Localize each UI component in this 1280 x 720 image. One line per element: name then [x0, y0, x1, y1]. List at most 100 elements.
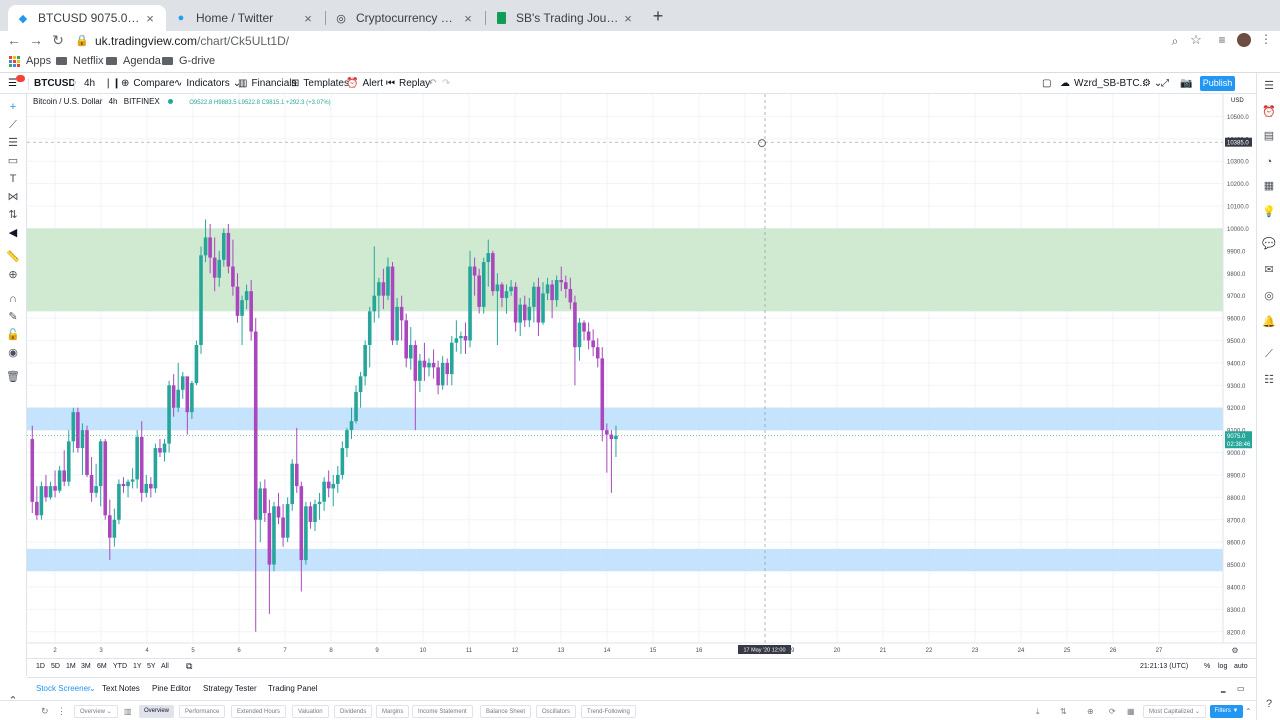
undo-icon[interactable]: ↶: [428, 78, 437, 89]
price-chart[interactable]: USD10500.010400.010300.010200.010100.010…: [27, 94, 1256, 658]
columns-icon[interactable]: ▥: [124, 707, 132, 716]
minimize-panel-icon[interactable]: ‗: [1221, 684, 1226, 693]
sort-select[interactable]: Most Capitalized ⌄: [1143, 705, 1207, 718]
globe-icon[interactable]: ⊕: [1087, 707, 1094, 716]
calendar-icon[interactable]: ▦: [1263, 180, 1275, 192]
utc-clock[interactable]: 21:21:13 (UTC): [1140, 663, 1189, 670]
forward-icon[interactable]: →: [29, 32, 43, 48]
bookmark-g-drive[interactable]: G-drive: [162, 55, 215, 67]
reload-icon[interactable]: ↻: [52, 32, 64, 48]
go-to-date-icon[interactable]: ⧉: [186, 661, 193, 671]
range-5y[interactable]: 5Y: [147, 663, 156, 670]
close-tab-icon[interactable]: ×: [304, 10, 312, 26]
replay-button[interactable]: ⏮ Replay: [386, 78, 430, 89]
filter-tab-extended-hours[interactable]: Extended Hours: [231, 705, 287, 718]
streams-icon[interactable]: ◎: [1264, 290, 1274, 302]
zoom-in-icon[interactable]: ⊕: [8, 269, 18, 281]
reading-list-icon[interactable]: ≡: [1218, 33, 1226, 47]
range-5d[interactable]: 5D: [51, 663, 60, 670]
close-tab-icon[interactable]: ×: [464, 10, 472, 26]
trend-line-icon[interactable]: ⟋: [9, 119, 17, 131]
dom-icon[interactable]: ☷: [1264, 374, 1274, 386]
hamburger-menu-icon[interactable]: ☰: [8, 78, 17, 89]
range-all[interactable]: All: [161, 663, 169, 670]
avatar[interactable]: [1237, 33, 1251, 47]
filter-tab-income-statement[interactable]: Income Statement: [412, 705, 473, 718]
lock-icon[interactable]: 🔓: [6, 329, 20, 341]
order-panel-icon[interactable]: ⟋: [1265, 348, 1273, 360]
interval-button[interactable]: 4h: [84, 78, 96, 89]
arrow-left-icon[interactable]: ◀: [8, 227, 18, 239]
range-1m[interactable]: 1M: [66, 663, 76, 670]
filter-tab-dividends[interactable]: Dividends: [334, 705, 373, 718]
range-ytd[interactable]: YTD: [113, 663, 127, 670]
bookmark-netflix[interactable]: Netflix: [56, 55, 104, 67]
close-tab-icon[interactable]: ×: [146, 10, 154, 26]
magnet-icon[interactable]: ∩: [9, 293, 17, 305]
filter-tab-overview[interactable]: Overview: [139, 705, 175, 718]
filter-tab-balance-sheet[interactable]: Balance Sheet: [480, 705, 532, 718]
pattern-icon[interactable]: ⋈: [7, 191, 19, 203]
settings-gear-icon[interactable]: ⚙: [1142, 78, 1151, 89]
data-window-icon[interactable]: ▤: [1263, 130, 1275, 142]
watchlist-icon[interactable]: ☰: [1264, 80, 1274, 92]
close-tab-icon[interactable]: ×: [624, 10, 632, 26]
filter-tab-performance[interactable]: Performance: [179, 705, 226, 718]
percent-scale-toggle[interactable]: %: [1204, 663, 1211, 670]
browser-tab-3[interactable]: ◎ Cryptocurrency Market Capitali... ×: [326, 5, 484, 31]
calendar-icon[interactable]: ▦: [1127, 707, 1135, 716]
url-field[interactable]: uk.tradingview.com/chart/Ck5ULt1D/: [95, 34, 289, 48]
range-1y[interactable]: 1Y: [133, 663, 142, 670]
bookmark-apps[interactable]: Apps: [9, 55, 51, 67]
layout-name-button[interactable]: ☁ Wzrd_SB-BTC... ⌄: [1060, 78, 1166, 89]
symbol-search-button[interactable]: BTCUSD: [34, 78, 76, 89]
messages-icon[interactable]: ✉: [1264, 264, 1274, 276]
camera-icon[interactable]: 📷: [1180, 78, 1193, 89]
ideas-icon[interactable]: 💡: [1262, 206, 1276, 218]
filters-button[interactable]: Filters ▼: [1210, 705, 1243, 718]
refresh-interval-icon[interactable]: ⟳: [1109, 707, 1116, 716]
view-select[interactable]: Overview ⌄: [74, 705, 118, 718]
lock-icon[interactable]: 🔒: [75, 35, 89, 47]
text-icon[interactable]: T: [9, 173, 17, 185]
notifications-bell-icon[interactable]: 🔔: [1262, 316, 1276, 328]
stay-in-drawing-mode-icon[interactable]: ✎: [8, 311, 18, 323]
hotlists-icon[interactable]: ◔: [1265, 156, 1273, 168]
chevron-down-icon[interactable]: ⌄: [89, 684, 96, 693]
filter-tab-valuation[interactable]: Valuation: [292, 705, 329, 718]
refresh-icon[interactable]: ↻: [41, 706, 49, 716]
auto-scale-toggle[interactable]: auto: [1234, 663, 1248, 670]
trash-icon[interactable]: 🗑: [6, 371, 20, 383]
filter-tab-margins[interactable]: Margins: [376, 705, 410, 718]
alert-button[interactable]: ⏰ Alert: [346, 78, 383, 89]
expand-icon[interactable]: ⌃: [1245, 707, 1252, 716]
tab-trading-panel[interactable]: Trading Panel: [268, 684, 318, 693]
filter-tab-oscillators[interactable]: Oscillators: [536, 705, 577, 718]
tab-stock-screener[interactable]: Stock Screener: [36, 684, 91, 693]
filter-tab-trend-following[interactable]: Trend-Following: [581, 705, 636, 718]
browser-tab-1[interactable]: ◆ BTCUSD 9075.0 ▼ −4.49% W... ×: [8, 5, 166, 31]
back-icon[interactable]: ←: [7, 32, 21, 48]
candles-style-icon[interactable]: ❘❙: [104, 78, 121, 89]
chats-icon[interactable]: 💬: [1262, 238, 1276, 250]
new-tab-button[interactable]: +: [652, 6, 664, 26]
range-6m[interactable]: 6M: [97, 663, 107, 670]
fullscreen-icon[interactable]: ⤢: [1161, 78, 1169, 89]
tab-strategy-tester[interactable]: Strategy Tester: [203, 684, 257, 693]
maximize-panel-icon[interactable]: ▭: [1237, 684, 1245, 693]
tab-pine-editor[interactable]: Pine Editor: [152, 684, 192, 693]
compare-button[interactable]: ⊕ Compare: [121, 78, 175, 89]
rectangle-icon[interactable]: ▭: [7, 155, 19, 167]
range-1d[interactable]: 1D: [36, 663, 45, 670]
prediction-icon[interactable]: ⇅: [8, 209, 18, 221]
alerts-clock-icon[interactable]: ⏰: [1262, 106, 1276, 118]
publish-button[interactable]: Publish: [1200, 76, 1235, 91]
indicators-button[interactable]: ∿ Indicators ⌄: [174, 78, 245, 89]
crosshair-icon[interactable]: +: [9, 101, 17, 113]
bookmark-star-icon[interactable]: ☆: [1190, 32, 1202, 47]
more-icon[interactable]: ⋮: [57, 706, 66, 716]
help-icon[interactable]: ?: [1265, 698, 1273, 710]
horizontal-lines-icon[interactable]: ☰: [8, 137, 18, 149]
download-icon[interactable]: ⤓: [1036, 707, 1040, 716]
search-icon[interactable]: ⌕: [1171, 34, 1179, 48]
